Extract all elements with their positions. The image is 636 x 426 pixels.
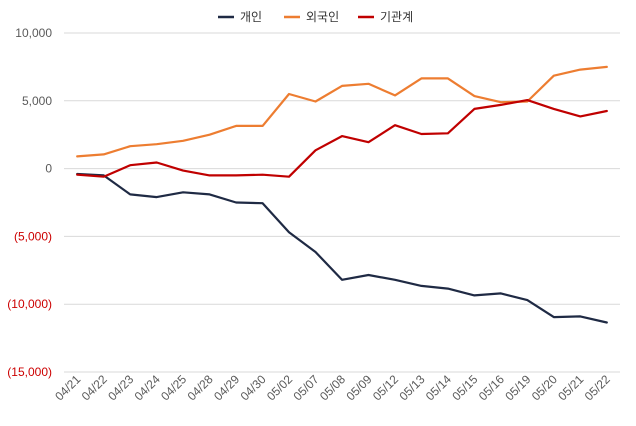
x-tick-label: 05/15 <box>449 372 480 403</box>
x-tick-label: 04/29 <box>211 372 242 403</box>
x-tick-label: 05/13 <box>396 372 427 403</box>
y-axis: 10,000 5,000 0 (5,000) (10,000) (15,000) <box>7 26 52 379</box>
x-tick-label: 04/28 <box>185 372 216 403</box>
legend-label: 외국인 <box>306 10 339 24</box>
legend-label: 개인 <box>240 10 262 24</box>
y-tick-label: 0 <box>45 162 52 176</box>
x-tick-label: 05/19 <box>502 372 533 403</box>
gridlines <box>64 32 620 373</box>
legend: 개인 외국인 기관계 <box>218 10 413 24</box>
y-tick-label: (15,000) <box>7 365 52 379</box>
x-tick-label: 04/21 <box>52 372 83 403</box>
x-tick-label: 04/23 <box>105 372 136 403</box>
x-tick-label: 04/25 <box>158 372 189 403</box>
legend-label: 기관계 <box>380 10 413 24</box>
x-tick-label: 05/09 <box>343 372 374 403</box>
x-tick-label: 05/20 <box>529 372 560 403</box>
x-tick-label: 04/24 <box>132 372 163 403</box>
y-tick-label: 5,000 <box>22 94 52 108</box>
x-tick-label: 04/30 <box>238 372 269 403</box>
series-line-2 <box>76 98 608 178</box>
x-tick-label: 04/22 <box>79 372 110 403</box>
x-tick-label: 05/16 <box>476 372 507 403</box>
series-line-1 <box>76 65 608 158</box>
y-tick-label: (5,000) <box>14 229 52 243</box>
x-tick-label: 05/07 <box>291 372 322 403</box>
x-tick-label: 05/22 <box>582 372 613 403</box>
y-tick-label: (10,000) <box>7 297 52 311</box>
series-lines <box>76 65 608 324</box>
series-line-0 <box>76 172 608 324</box>
x-tick-label: 05/21 <box>555 372 586 403</box>
x-tick-label: 05/08 <box>317 372 348 403</box>
y-tick-label: 10,000 <box>15 26 52 40</box>
x-axis: 04/2104/2204/2304/2404/2504/2804/2904/30… <box>52 372 613 403</box>
x-tick-label: 05/14 <box>423 372 454 403</box>
x-tick-label: 05/02 <box>264 372 295 403</box>
x-tick-label: 05/12 <box>370 372 401 403</box>
